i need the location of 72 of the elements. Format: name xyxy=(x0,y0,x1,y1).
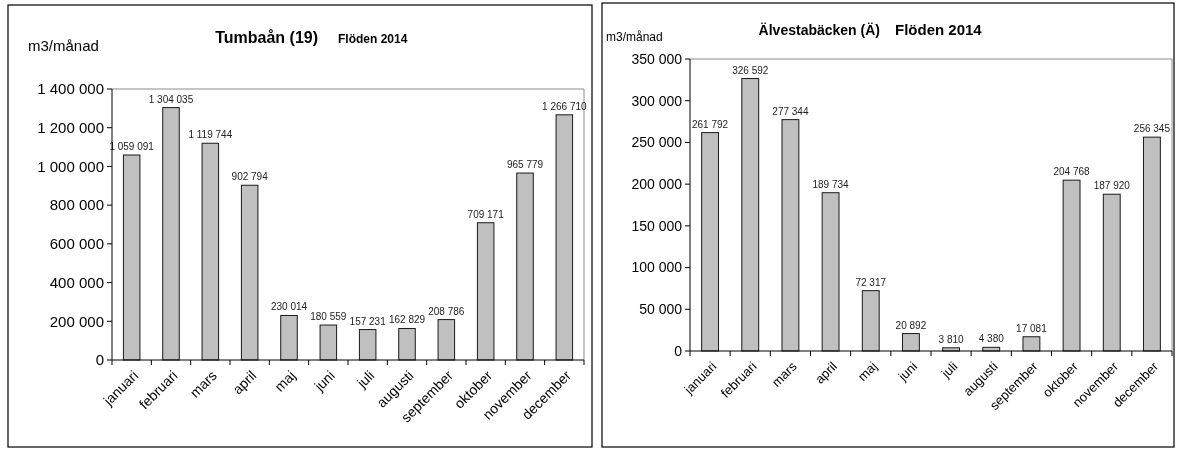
y-tick-label: 800 000 xyxy=(49,196,104,214)
y-tick-label: 1 200 000 xyxy=(37,118,104,136)
bar xyxy=(201,142,220,361)
y-tick-label: 300 000 xyxy=(631,92,683,109)
data-label: 3 810 xyxy=(938,333,965,345)
bar xyxy=(781,119,800,352)
bar xyxy=(516,172,534,361)
y-tick-label: 150 000 xyxy=(631,217,683,234)
data-label: 1 059 091 xyxy=(109,140,155,152)
y-axis-title: m3/månad xyxy=(606,30,663,44)
bar xyxy=(162,107,180,361)
bar xyxy=(476,222,495,361)
data-label: 204 768 xyxy=(1053,166,1091,178)
bar xyxy=(555,114,574,361)
x-tick-label: maj xyxy=(271,367,299,395)
bar xyxy=(122,154,141,361)
data-label: 230 014 xyxy=(270,301,308,313)
y-tick-label: 100 000 xyxy=(631,259,683,276)
data-label: 326 592 xyxy=(732,64,769,76)
data-label: 1 304 035 xyxy=(148,93,194,105)
bar xyxy=(821,192,840,352)
chart-subtitle: Flöden 2014 xyxy=(338,32,408,46)
y-tick-label: 1 000 000 xyxy=(37,157,104,175)
y-tick-label: 0 xyxy=(674,342,683,359)
bar xyxy=(280,314,298,361)
bar xyxy=(1062,179,1081,352)
y-tick-label: 250 000 xyxy=(631,134,683,151)
x-tick-label: juli xyxy=(937,358,961,382)
data-label: 157 231 xyxy=(349,315,387,327)
data-label: 256 345 xyxy=(1133,123,1171,135)
bar xyxy=(901,333,920,352)
x-tick-label: maj xyxy=(854,358,881,385)
y-tick-label: 0 xyxy=(95,351,104,369)
data-label: 72 317 xyxy=(855,276,887,288)
data-label: 277 344 xyxy=(772,105,809,117)
chart-title: Älvestabäcken (Ä) xyxy=(758,22,880,38)
data-label: 709 171 xyxy=(467,208,505,220)
y-tick-label: 400 000 xyxy=(49,273,104,291)
data-label: 208 786 xyxy=(428,305,465,317)
y-tick-label: 50 000 xyxy=(639,301,683,318)
data-label: 189 734 xyxy=(812,178,850,190)
y-tick-label: 200 000 xyxy=(49,312,104,330)
y-tick-label: 350 000 xyxy=(631,50,683,67)
data-label: 902 794 xyxy=(231,171,269,183)
bar xyxy=(437,319,456,361)
y-tick-label: 600 000 xyxy=(49,235,104,253)
data-label: 17 081 xyxy=(1016,322,1048,334)
x-tick-label: juli xyxy=(353,367,378,392)
bar xyxy=(398,327,416,361)
data-label: 162 829 xyxy=(388,314,426,326)
bar xyxy=(741,78,760,352)
data-label: 261 792 xyxy=(692,118,729,130)
bar xyxy=(1022,336,1041,352)
data-label: 1 266 710 xyxy=(542,100,588,112)
bar xyxy=(358,329,377,361)
bar xyxy=(319,324,338,361)
y-axis-title: m3/månad xyxy=(28,37,99,54)
data-label: 1 119 744 xyxy=(188,129,233,141)
bar xyxy=(701,132,720,352)
data-label: 4 380 xyxy=(978,333,1005,345)
chart-title: Tumbaån (19) xyxy=(215,29,318,46)
bar xyxy=(861,290,880,352)
y-tick-label: 1 400 000 xyxy=(37,80,104,98)
chart-subtitle: Flöden 2014 xyxy=(895,21,983,38)
data-label: 187 920 xyxy=(1093,180,1131,192)
bar xyxy=(1142,136,1161,352)
data-label: 965 779 xyxy=(506,159,544,171)
bar xyxy=(1102,193,1121,352)
bar xyxy=(240,184,259,361)
data-label: 20 892 xyxy=(895,319,927,331)
data-label: 180 559 xyxy=(310,311,347,323)
y-tick-label: 200 000 xyxy=(631,176,683,193)
